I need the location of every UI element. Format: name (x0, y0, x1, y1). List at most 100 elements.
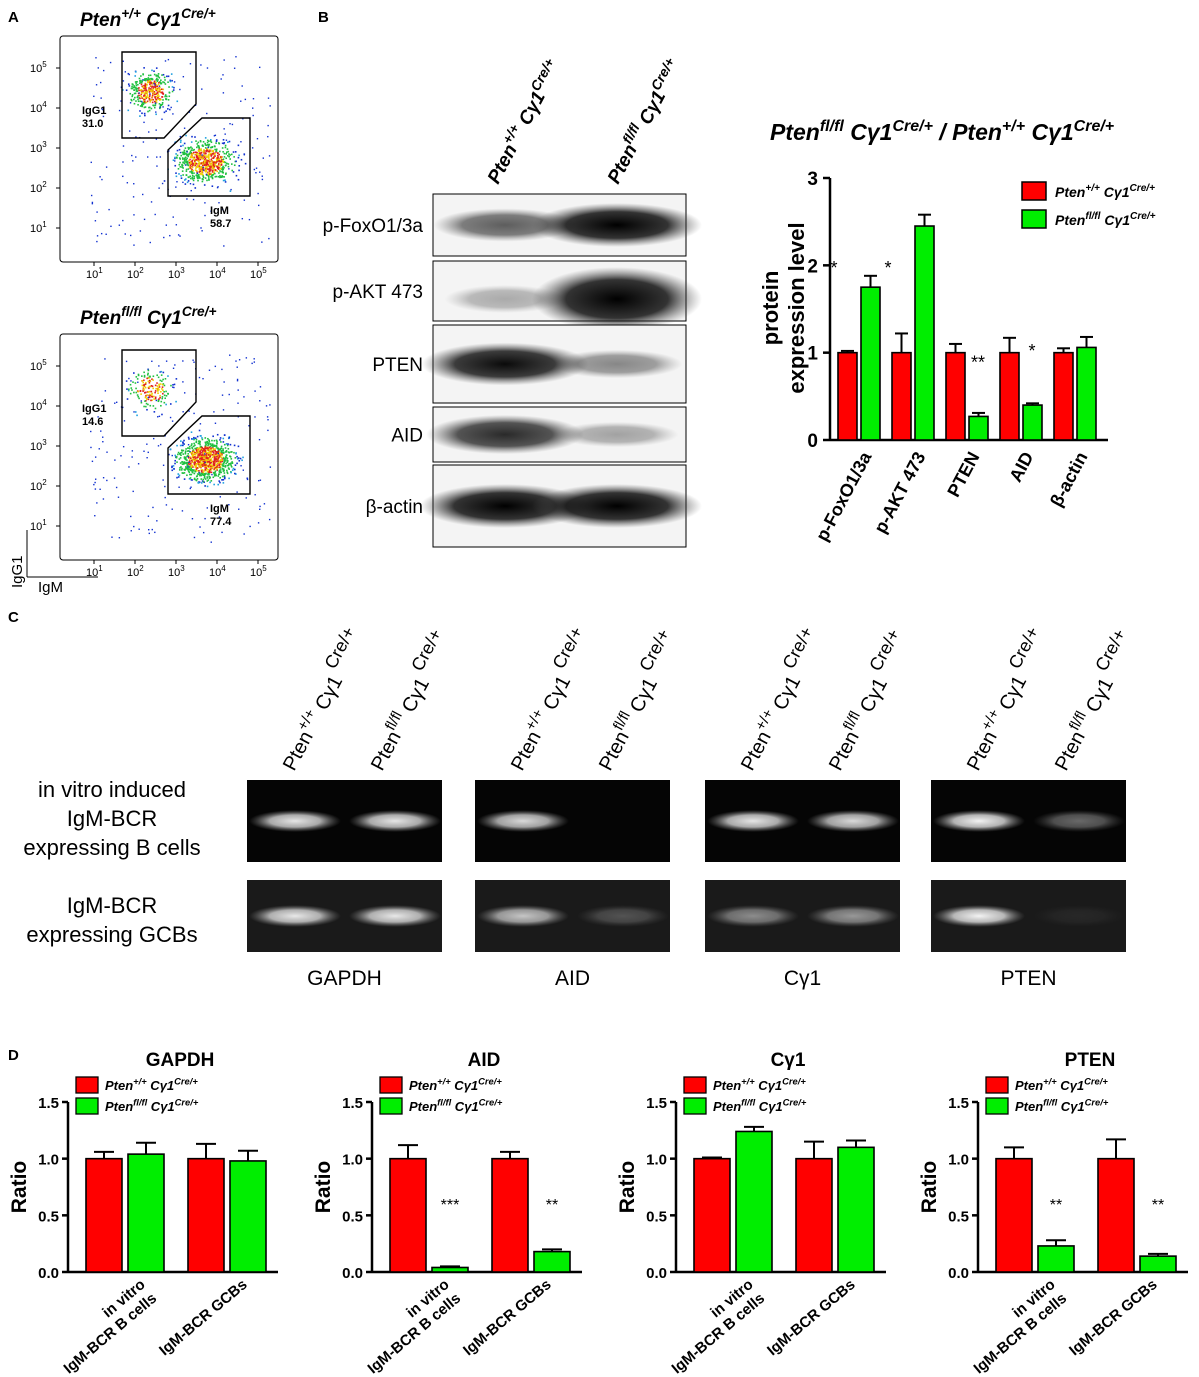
flow-dot (218, 460, 220, 463)
flow-dot (230, 464, 232, 467)
flow-dot (242, 456, 244, 459)
bar-wt (187, 1157, 225, 1273)
flow-dot (236, 455, 238, 458)
y-tick-label: 0 (807, 431, 818, 452)
flow-dot (206, 457, 209, 460)
flow-dot (156, 80, 159, 83)
flow-dot (198, 162, 201, 164)
flow-dot (183, 468, 186, 471)
flow-dot (184, 179, 186, 181)
flow-dot (137, 374, 140, 377)
flow-dot (139, 105, 142, 107)
flow-dot (197, 158, 199, 161)
flow-dot (134, 96, 136, 99)
flow-dot (148, 394, 150, 397)
flow-dot (172, 367, 175, 369)
flow-dot (199, 170, 202, 173)
flow-dot (227, 165, 230, 168)
significance-mark: ** (1050, 1197, 1062, 1214)
flow-dot (215, 151, 217, 153)
flow-dot (133, 102, 136, 105)
flow-dot (155, 79, 158, 81)
bar-ko (735, 1130, 773, 1273)
flow-dot (216, 469, 218, 471)
flow-dot (204, 214, 206, 217)
flow-dot (214, 169, 217, 172)
significance-mark: ** (1152, 1197, 1164, 1214)
flow-dot (190, 444, 193, 447)
flow-dot (192, 162, 194, 165)
flow-dot (178, 148, 181, 151)
flow-dot (214, 152, 216, 155)
flow-dot (220, 159, 223, 161)
flow-dot (163, 76, 166, 79)
flow-dot (194, 452, 197, 455)
flow-dot (189, 477, 192, 479)
flow-dot (196, 467, 199, 469)
x-category-label: IgM-BCR GCBs (460, 1276, 555, 1359)
flow-dot (205, 164, 207, 167)
flow-dot (150, 99, 152, 102)
flow-dot (131, 456, 133, 458)
x-category-label: p-FoxO1/3a (812, 448, 876, 545)
flow-dot (196, 155, 199, 158)
flow-dot (197, 461, 199, 463)
flow-dot (178, 486, 180, 488)
flow-dot (222, 165, 224, 168)
flow-dot (148, 106, 150, 109)
flow-dot (214, 454, 216, 456)
flow-dot (143, 450, 145, 452)
flow-dot (220, 451, 222, 454)
flow-dot (186, 153, 188, 156)
flow-dot (129, 383, 132, 386)
flow-dot (169, 79, 172, 82)
flow-dot (199, 139, 202, 142)
flow-dot (237, 457, 240, 459)
flow-dot (172, 113, 174, 115)
flow-dot (258, 438, 261, 441)
flow-dot (254, 416, 256, 418)
flow-dot (184, 452, 187, 455)
flow-dot (153, 106, 156, 109)
flow-dot (158, 398, 160, 400)
flow-dot (181, 510, 184, 512)
flow-dot (167, 104, 170, 107)
gate-label-igg1: IgG1 31.0 (82, 105, 106, 130)
flow-dot (267, 429, 269, 432)
flow-dot (208, 469, 211, 472)
flow-dot (135, 387, 137, 390)
flow-dot (128, 85, 131, 87)
flow-dot (161, 380, 163, 382)
flow-dot (207, 442, 210, 444)
flow-dot (141, 375, 143, 377)
flow-dot (193, 438, 195, 441)
flow-dot (252, 114, 254, 117)
bar-ko (431, 1266, 469, 1273)
flow-dot (224, 133, 226, 135)
flow-dot (159, 156, 162, 158)
flow-dot (216, 447, 219, 450)
flow-dot (150, 394, 153, 396)
flow-dot (145, 402, 148, 405)
legend-label: Pten+/+ Cγ1Cre/+ (1015, 1077, 1108, 1093)
flow-dot (105, 166, 108, 168)
y-tick-label: 1.0 (342, 1152, 363, 1169)
flow-dot (199, 443, 201, 446)
flow-dot (222, 74, 224, 76)
flow-dot (221, 142, 224, 144)
flow-dot (231, 469, 234, 472)
x-tick-label: 102 (127, 564, 144, 579)
legend-label: Pten+/+ Cγ1Cre/+ (105, 1077, 198, 1093)
blot-band (532, 203, 702, 247)
flow-dot (207, 173, 209, 176)
y-tick-label: 1.0 (38, 1152, 59, 1169)
flow-dot (221, 159, 224, 162)
flow-dot (200, 472, 203, 475)
flow-dot (182, 161, 184, 164)
flow-dot (201, 456, 203, 459)
bar-wt (837, 351, 858, 441)
blot-label: p-AKT 473 (333, 282, 423, 303)
flow-dot (151, 77, 153, 80)
flow-dot (141, 380, 144, 382)
flow-dot (151, 90, 153, 93)
